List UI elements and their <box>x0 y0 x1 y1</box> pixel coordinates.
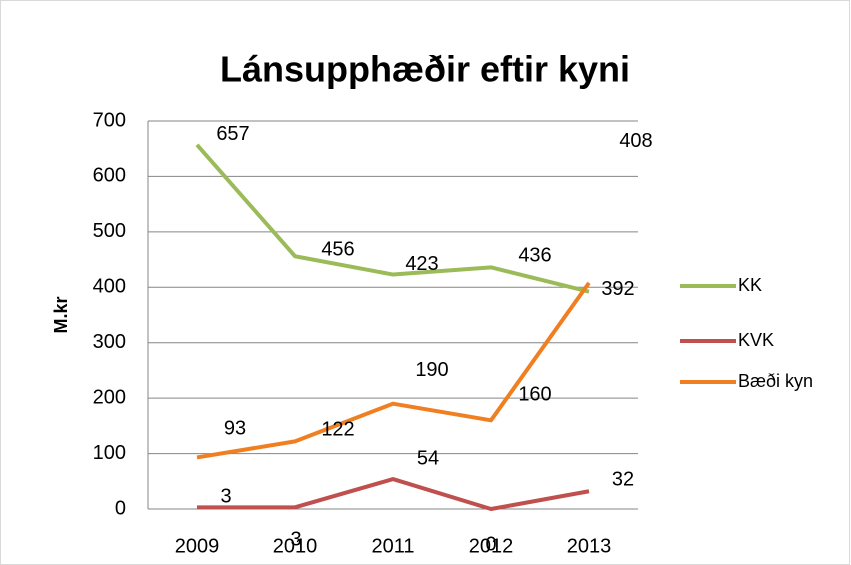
series-line <box>197 477 590 511</box>
x-tick-label: 2012 <box>469 535 514 557</box>
data-label: 54 <box>417 447 439 469</box>
data-label: 3 <box>220 486 231 508</box>
y-tick-label: 500 <box>93 220 126 242</box>
y-tick-label: 400 <box>93 276 126 298</box>
x-tick-label: 2009 <box>175 535 220 557</box>
y-axis-label: M.kr <box>51 296 71 333</box>
data-label: 456 <box>321 239 354 261</box>
x-tick-label: 2011 <box>371 535 414 557</box>
data-label: 190 <box>415 359 448 381</box>
data-label: 0 <box>485 533 496 555</box>
y-tick-label: 600 <box>93 165 126 187</box>
series-line <box>196 281 591 460</box>
data-label: 423 <box>405 253 438 275</box>
data-label: 3 <box>290 529 301 551</box>
data-label: 122 <box>321 419 354 441</box>
data-label: 160 <box>518 384 551 406</box>
y-tick-label: 0 <box>115 497 126 519</box>
data-label: 32 <box>612 469 634 491</box>
y-tick-label: 700 <box>93 109 126 131</box>
data-label: 93 <box>224 418 246 440</box>
chart-title: Lánsupphæðir eftir kyni <box>220 49 630 90</box>
legend-label: KK <box>738 275 762 295</box>
series-line <box>195 143 590 294</box>
y-tick-label: 100 <box>93 442 126 464</box>
data-label: 657 <box>216 123 249 145</box>
legend-label: KVK <box>738 330 774 350</box>
data-label: 436 <box>518 245 551 267</box>
data-label: 392 <box>601 278 634 300</box>
y-tick-label: 200 <box>93 386 126 408</box>
y-tick-label: 300 <box>93 331 126 353</box>
legend-label: Bæði kyn <box>738 371 813 391</box>
x-tick-label: 2010 <box>273 535 318 557</box>
data-label: 408 <box>619 130 652 152</box>
x-tick-label: 2013 <box>567 535 612 557</box>
